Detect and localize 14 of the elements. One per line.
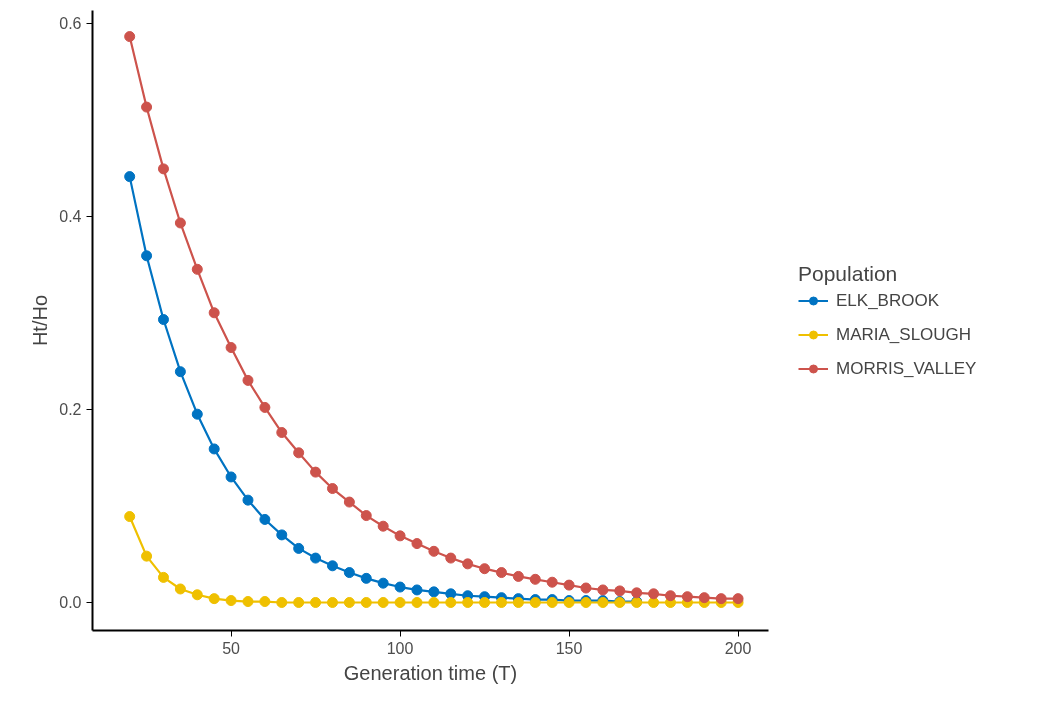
y-tick-label: 0.4 (59, 208, 82, 226)
y-tick-label: 0.0 (59, 594, 82, 612)
x-tick-label: 50 (222, 639, 241, 657)
x-tick-label: 100 (386, 639, 414, 657)
y-tick-label: 0.2 (59, 401, 82, 419)
legend-title: Population (798, 261, 899, 286)
x-tick-label: 200 (724, 639, 752, 657)
x-tick-label: 150 (555, 639, 583, 657)
legend-label: MARIA_SLOUGH (836, 324, 972, 345)
legend-label: MORRIS_VALLEY (836, 358, 977, 379)
legend-label: ELK_BROOK (836, 290, 939, 311)
y-tick-label: 0.6 (59, 15, 82, 33)
y-axis-title: Ht/Ho (29, 294, 52, 347)
x-axis-title: Generation time (T) (343, 661, 518, 684)
